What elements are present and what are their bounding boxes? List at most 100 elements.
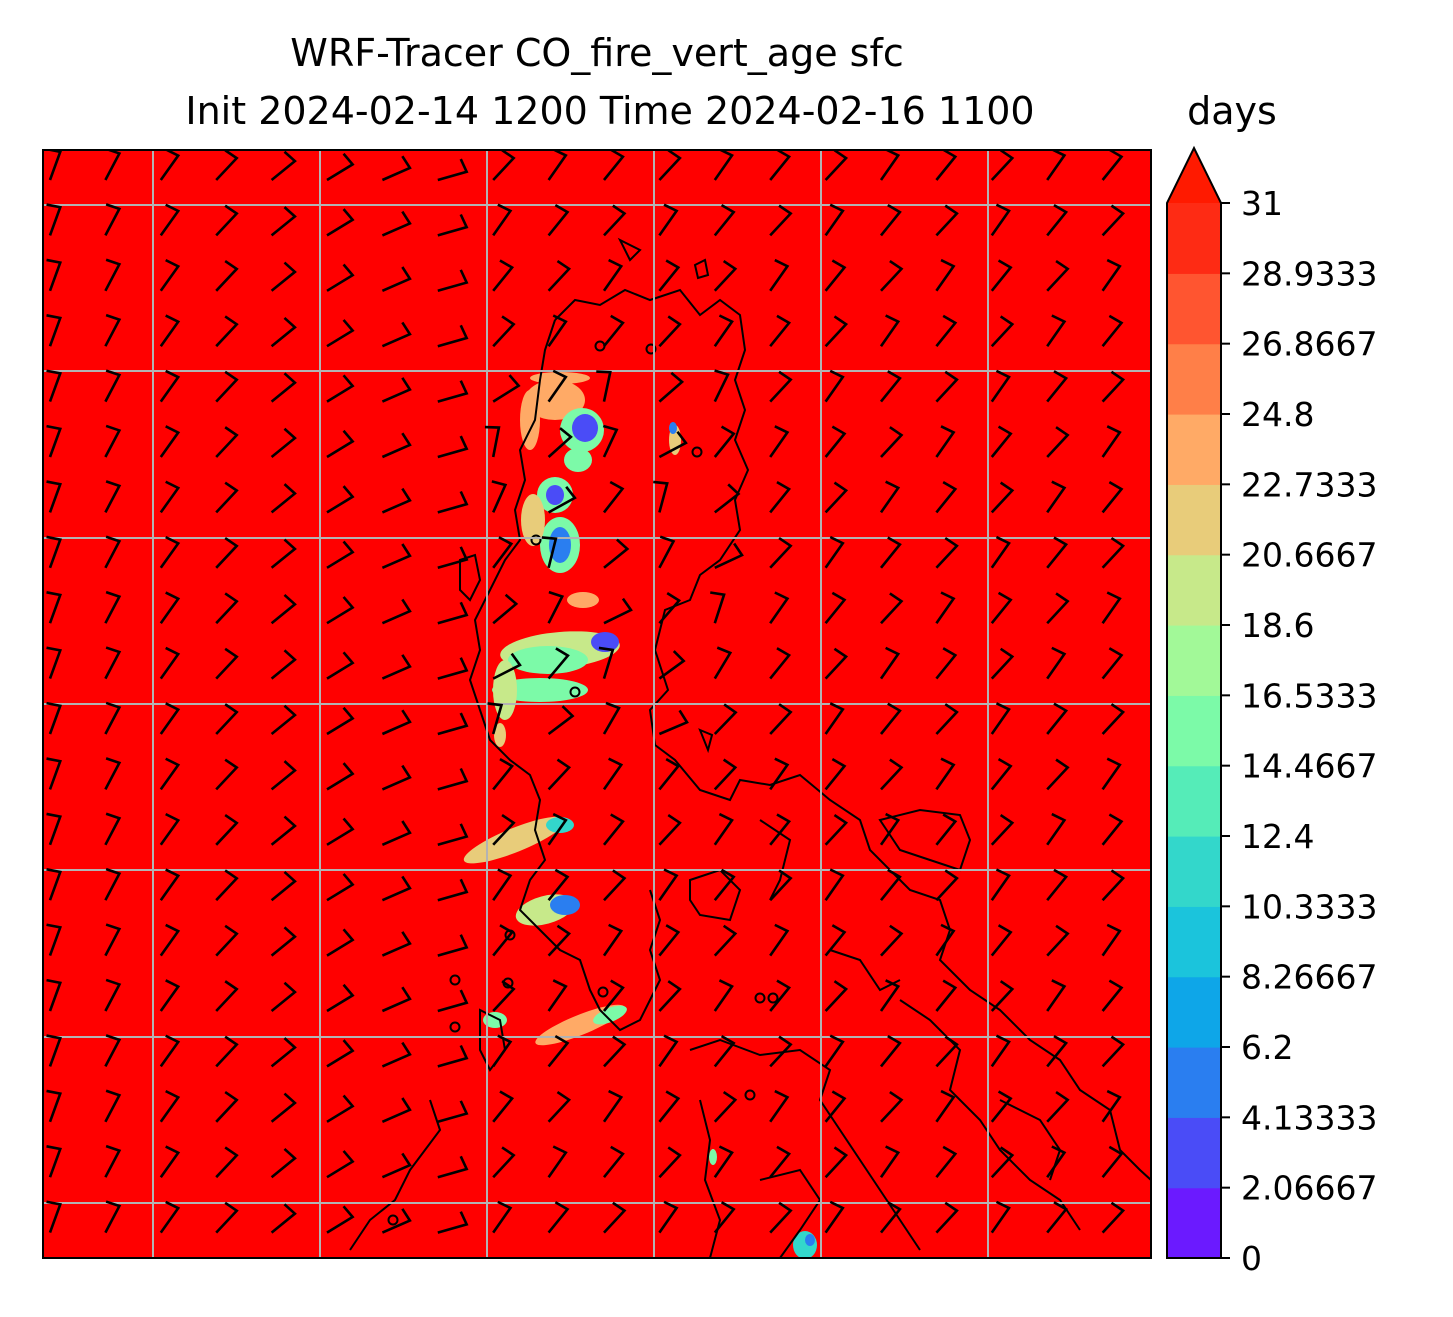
wind-barb (658, 1034, 679, 1068)
wind-barb (381, 432, 412, 459)
wind-barb (270, 1147, 297, 1179)
wind-barb (824, 868, 845, 901)
wind-barb (602, 1089, 624, 1123)
wind-barb (603, 597, 633, 625)
wind-barb (1046, 370, 1069, 403)
wind-barb (769, 1201, 793, 1234)
wind-barb (326, 596, 355, 625)
wind-barb (1046, 314, 1067, 347)
wind-barb (713, 646, 733, 680)
wind-barb (879, 702, 902, 735)
wind-barb (46, 978, 63, 1012)
wind-barb (1046, 758, 1070, 791)
wind-barb (935, 425, 956, 458)
wind-barb (492, 150, 516, 181)
wind-barb (598, 646, 615, 679)
wind-barb (769, 703, 793, 735)
wind-barb (547, 314, 568, 347)
plume-contour (494, 723, 506, 747)
wind-barb (270, 206, 297, 237)
wind-barb (159, 923, 181, 957)
wind-barb (547, 369, 568, 403)
wind-barb (658, 980, 682, 1012)
wind-barb (437, 158, 469, 182)
wind-barb (270, 981, 297, 1013)
wind-barb (603, 869, 627, 902)
wind-barb (713, 369, 730, 403)
wind-barb (215, 1090, 239, 1123)
wind-barb (602, 1145, 625, 1179)
colorbar-bin (1167, 1187, 1221, 1259)
plume-contour (591, 632, 619, 652)
wind-barb (990, 1146, 1015, 1179)
colorbar-bin (1167, 765, 1221, 837)
wind-barb (1046, 480, 1067, 514)
wind-barb (491, 480, 508, 513)
wind-barb (159, 591, 181, 624)
wind-barb (1101, 258, 1122, 292)
wind-barb (437, 1211, 469, 1234)
wind-barb (935, 923, 956, 957)
wind-barb (658, 430, 688, 459)
colorbar-bin (1167, 695, 1221, 767)
wind-barb (596, 370, 612, 402)
wind-barb (104, 1144, 122, 1178)
wind-barb (824, 259, 847, 292)
wind-barb (326, 540, 355, 569)
wind-barb (104, 812, 122, 846)
wind-barb (215, 592, 239, 625)
wind-barb (326, 1039, 355, 1068)
colorbar-bin (1167, 273, 1221, 345)
wind-barb (935, 536, 959, 569)
wind-barb (270, 538, 297, 569)
wind-barb (381, 266, 412, 292)
wind-barb (1101, 869, 1126, 902)
wind-barb (879, 812, 901, 846)
wind-barb (46, 258, 63, 292)
wind-barb (658, 757, 681, 791)
wind-barb (824, 1200, 845, 1234)
plume-contour (567, 592, 599, 608)
wind-barb (990, 259, 1013, 292)
wind-barb (879, 1034, 902, 1068)
wind-barb (159, 425, 181, 458)
wind-barb (270, 815, 297, 846)
wind-barb (159, 812, 181, 846)
wind-barb (990, 924, 1013, 957)
wind-barb (492, 1146, 516, 1179)
colorbar-bin (1167, 625, 1221, 696)
wind-barb (492, 1034, 513, 1068)
wind-barb (935, 591, 956, 624)
wind-barb (935, 370, 959, 403)
wind-barb (437, 269, 469, 293)
colorbar-outline (1166, 145, 1222, 1259)
wind-barb (990, 702, 1011, 735)
wind-barb (1046, 979, 1067, 1012)
wind-barb (1046, 1034, 1069, 1068)
wind-barb (326, 1094, 355, 1123)
wind-barb (215, 204, 239, 237)
wind-barb (381, 377, 412, 403)
wind-barb (46, 757, 63, 790)
wind-barb (159, 979, 181, 1012)
wind-barb (990, 980, 1015, 1012)
wind-barb (824, 702, 845, 735)
plume-contour (530, 372, 590, 384)
colorbar-tick-label: 24.8 (1241, 395, 1314, 434)
island-marker (449, 1021, 461, 1033)
colorbar-tick-label: 0 (1241, 1239, 1262, 1278)
wind-barb (547, 758, 572, 791)
wind-barb (326, 706, 355, 736)
wind-barb (492, 315, 516, 348)
wind-barb (326, 1150, 355, 1179)
wind-barb (492, 1200, 513, 1234)
wind-barb (1046, 812, 1067, 846)
wind-barb (492, 757, 515, 791)
wind-barb (879, 1201, 902, 1234)
colorbar-bin (1167, 906, 1221, 978)
wind-barb (215, 1201, 239, 1234)
wind-barb (602, 923, 624, 957)
island-marker (449, 974, 461, 986)
wind-barb (935, 757, 956, 791)
